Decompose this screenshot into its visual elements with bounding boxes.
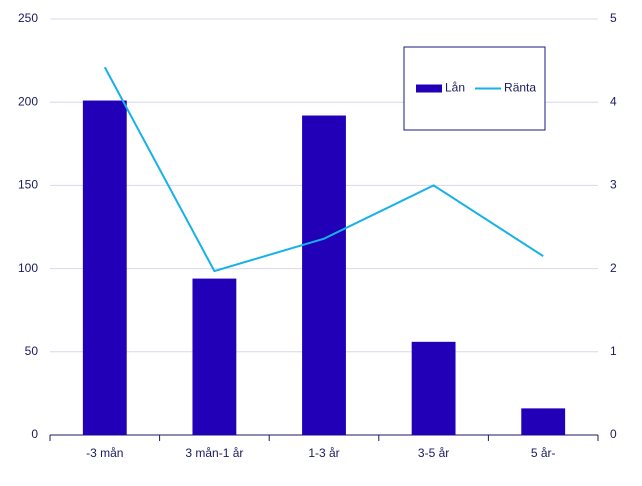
bar [192,278,237,435]
y2-tick-label: 4 [610,94,617,108]
y2-tick-label: 5 [610,11,617,25]
x-tick-label: -3 mån [86,446,123,460]
y2-tick-label: 1 [610,344,617,358]
bar [411,341,456,435]
y-tick-label: 50 [25,344,39,358]
x-tick-label: 3-5 år [418,446,449,460]
y-tick-label: 150 [18,178,38,192]
y2-tick-label: 3 [610,178,617,192]
bar [302,115,346,436]
y2-tick-label: 2 [610,261,617,275]
legend-label: Lån [445,81,465,95]
legend-label: Ränta [504,81,536,95]
y-tick-label: 100 [18,261,38,275]
x-tick-label: 5 år- [531,446,556,460]
bar [82,100,127,435]
line [103,66,544,273]
legend-swatch [416,84,442,93]
bar [521,408,566,435]
y2-tick-label: 0 [610,427,617,441]
y-tick-label: 200 [18,94,38,108]
x-tick-label: 3 mån-1 år [185,446,243,460]
y-tick-label: 250 [18,11,38,25]
y-tick-label: 0 [31,427,38,441]
x-tick-label: 1-3 år [308,446,339,460]
